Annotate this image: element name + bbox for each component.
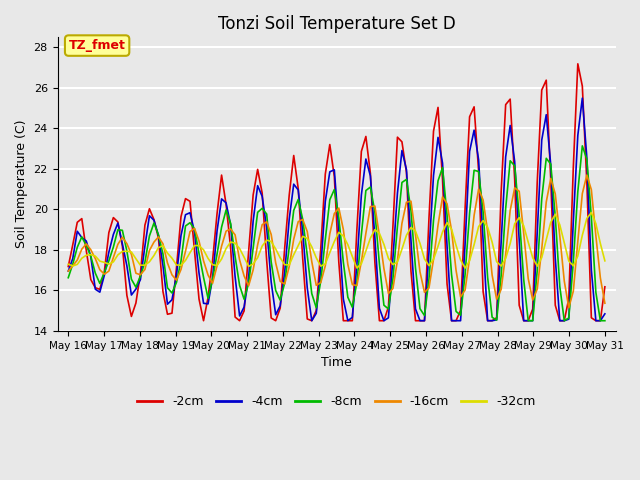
-4cm	[579, 95, 586, 101]
-4cm	[592, 318, 600, 324]
-16cm	[65, 268, 72, 274]
-2cm	[574, 61, 582, 67]
-4cm	[177, 233, 185, 239]
-4cm	[601, 311, 609, 317]
-32cm	[209, 262, 216, 268]
-8cm	[592, 289, 600, 295]
-16cm	[583, 172, 591, 178]
-8cm	[362, 188, 370, 193]
Text: TZ_fmet: TZ_fmet	[68, 39, 125, 52]
-2cm	[367, 170, 374, 176]
-4cm	[438, 160, 446, 166]
-16cm	[565, 305, 573, 311]
-32cm	[601, 258, 609, 264]
Y-axis label: Soil Temperature (C): Soil Temperature (C)	[15, 120, 28, 248]
-16cm	[209, 280, 216, 286]
-32cm	[592, 221, 600, 227]
Line: -16cm: -16cm	[68, 175, 605, 308]
-32cm	[177, 263, 185, 268]
-8cm	[209, 276, 216, 282]
X-axis label: Time: Time	[321, 356, 352, 369]
Line: -32cm: -32cm	[68, 213, 605, 268]
-2cm	[200, 318, 207, 324]
-32cm	[362, 248, 370, 254]
-8cm	[434, 178, 442, 184]
Line: -4cm: -4cm	[68, 98, 605, 321]
Legend: -2cm, -4cm, -8cm, -16cm, -32cm: -2cm, -4cm, -8cm, -16cm, -32cm	[132, 390, 541, 413]
-8cm	[579, 143, 586, 149]
-8cm	[524, 318, 532, 324]
-16cm	[434, 222, 442, 228]
Line: -8cm: -8cm	[68, 146, 605, 321]
Line: -2cm: -2cm	[68, 64, 605, 321]
-2cm	[438, 177, 446, 182]
-32cm	[461, 265, 469, 271]
-2cm	[177, 214, 185, 219]
-2cm	[493, 315, 500, 321]
-32cm	[493, 259, 500, 264]
-16cm	[592, 233, 600, 239]
-4cm	[65, 268, 72, 274]
-2cm	[592, 318, 600, 324]
-4cm	[209, 276, 216, 281]
-32cm	[65, 261, 72, 267]
-2cm	[601, 284, 609, 289]
-32cm	[434, 243, 442, 249]
-4cm	[367, 173, 374, 179]
-8cm	[488, 314, 496, 320]
Title: Tonzi Soil Temperature Set D: Tonzi Soil Temperature Set D	[218, 15, 456, 33]
-2cm	[65, 264, 72, 269]
-8cm	[65, 275, 72, 281]
-16cm	[362, 230, 370, 236]
-16cm	[177, 266, 185, 272]
-4cm	[308, 318, 316, 324]
-32cm	[588, 210, 595, 216]
-8cm	[601, 318, 609, 324]
-4cm	[493, 317, 500, 323]
-2cm	[213, 211, 221, 216]
-8cm	[177, 258, 185, 264]
-16cm	[601, 300, 609, 306]
-16cm	[488, 272, 496, 278]
